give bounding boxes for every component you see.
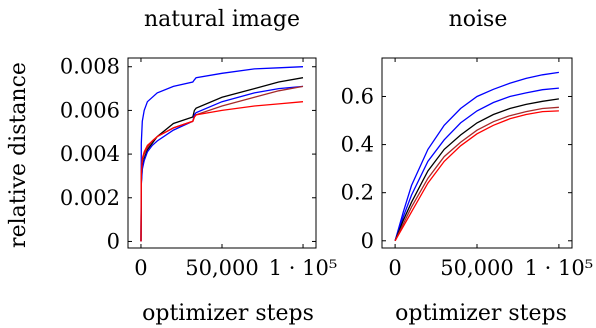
y-tick-label: 0.4 bbox=[341, 133, 374, 157]
x-tick-label: 0 bbox=[134, 256, 147, 280]
y-tick-label: 0.002 bbox=[60, 186, 120, 210]
series-line-5 bbox=[140, 101, 304, 242]
x-axis-label: optimizer steps bbox=[395, 301, 567, 326]
series-line-1 bbox=[140, 66, 304, 242]
series-line-4 bbox=[140, 85, 304, 242]
x-axis-label: optimizer steps bbox=[142, 301, 314, 326]
y-tick-label: 0.6 bbox=[341, 84, 374, 108]
y-tick-label: 0 bbox=[107, 229, 120, 253]
y-tick-label: 0.008 bbox=[60, 55, 120, 79]
series-line-3 bbox=[140, 85, 304, 242]
panel-noise: noise optimizer steps 0 50,000 1 · 10⁵ 0 0.2… bbox=[341, 7, 594, 326]
x-tick-label: 50,000 bbox=[440, 256, 513, 280]
x-tick-label: 1 · 10⁵ bbox=[269, 256, 338, 280]
y-tick-label: 0 bbox=[361, 229, 374, 253]
chart-title: natural image bbox=[144, 7, 300, 32]
y-tick-label: 0.2 bbox=[341, 181, 374, 205]
series-line-5 bbox=[394, 110, 559, 242]
x-tick-label: 50,000 bbox=[185, 256, 258, 280]
plot-frame bbox=[381, 57, 573, 249]
series-line-2 bbox=[394, 87, 559, 242]
series-line-3 bbox=[394, 98, 559, 242]
tick-group: 0 50,000 1 · 10⁵ 0 0.2 0.4 0.6 bbox=[341, 58, 594, 280]
y-tick-label: 0.006 bbox=[60, 98, 120, 122]
y-axis-label: relative distance bbox=[6, 62, 31, 248]
y-tick-label: 0.004 bbox=[60, 142, 120, 166]
x-tick-label: 1 · 10⁵ bbox=[525, 256, 594, 280]
tick-group: 0 50,000 1 · 10⁵ 0 0.002 0.004 0.006 0.008 bbox=[60, 55, 337, 280]
chart-title: noise bbox=[449, 7, 508, 32]
panel-natural-image: natural image relative distance optimize… bbox=[6, 7, 337, 326]
x-tick-label: 0 bbox=[388, 256, 401, 280]
series-group bbox=[394, 71, 559, 242]
plot-frame bbox=[127, 57, 317, 249]
series-line-4 bbox=[394, 106, 559, 242]
series-group bbox=[140, 66, 304, 242]
series-line-1 bbox=[394, 71, 559, 241]
